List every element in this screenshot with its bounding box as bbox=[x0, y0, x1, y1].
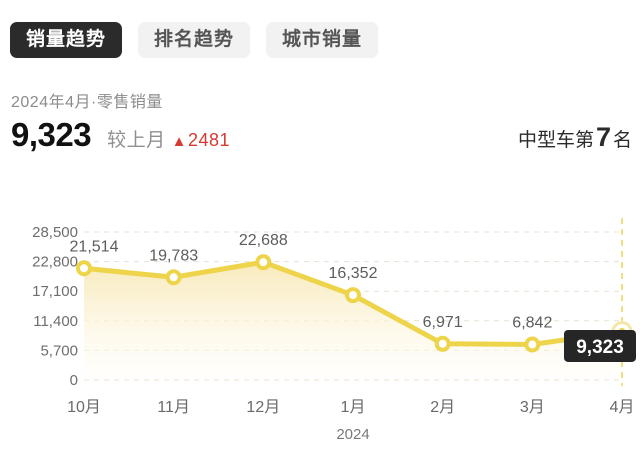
x-axis-year-label: 2024 bbox=[336, 426, 369, 443]
tab-city-sales-label: 城市销量 bbox=[282, 29, 363, 50]
data-point[interactable] bbox=[165, 269, 182, 286]
x-tick-label: 12月 bbox=[246, 399, 280, 416]
data-point[interactable] bbox=[255, 254, 272, 271]
data-point[interactable] bbox=[76, 260, 92, 277]
tab-sales-trend[interactable]: 销量趋势 bbox=[10, 22, 123, 58]
data-point[interactable] bbox=[345, 287, 361, 304]
summary-value: 9,323 bbox=[11, 116, 92, 153]
data-point-label: 16,352 bbox=[329, 265, 378, 282]
chart-x-axis: 10月 11月 12月 1月 2024 2月 3月 4月 bbox=[67, 399, 634, 443]
x-tick-label: 2月 bbox=[430, 399, 455, 416]
data-point-label: 21,514 bbox=[70, 238, 119, 255]
rank-prefix: 中型车第 bbox=[517, 130, 594, 151]
chart-data-labels: 21,514 19,783 22,688 16,352 6,971 6,842 bbox=[70, 232, 553, 331]
data-point-label: 19,783 bbox=[149, 247, 198, 264]
tab-city-sales[interactable]: 城市销量 bbox=[266, 22, 379, 58]
sales-trend-chart[interactable]: 28,500 22,800 17,100 11,400 5,700 0 21,514 19,… bbox=[0, 215, 640, 471]
x-tick-label: 11月 bbox=[157, 399, 190, 416]
tab-rank-trend[interactable]: 排名趋势 bbox=[138, 22, 251, 58]
rank-badge: 中型车第7 名 bbox=[518, 124, 632, 151]
tab-sales-trend-label: 销量趋势 bbox=[26, 29, 107, 50]
tooltip-value: 9,323 bbox=[576, 337, 624, 358]
y-tick-label: 0 bbox=[70, 372, 78, 389]
summary-delta-value: 2481 bbox=[187, 130, 231, 150]
y-tick-label: 28,500 bbox=[32, 224, 78, 241]
chart-canvas[interactable]: 28,500 22,800 17,100 11,400 5,700 0 21,514 19,… bbox=[0, 215, 640, 471]
y-tick-label: 17,100 bbox=[32, 283, 78, 300]
chart-area-fill bbox=[84, 262, 622, 380]
chart-y-axis: 28,500 22,800 17,100 11,400 5,700 0 bbox=[32, 224, 78, 389]
data-point-label: 6,842 bbox=[512, 314, 552, 331]
y-tick-label: 11,400 bbox=[33, 313, 78, 330]
rank-suffix: 名 bbox=[612, 130, 632, 151]
arrow-up-icon: ▲ bbox=[171, 133, 187, 150]
x-tick-label: 1月 bbox=[341, 399, 366, 416]
x-tick-label: 10月 bbox=[67, 399, 101, 416]
rank-number: 7 bbox=[595, 122, 611, 152]
tab-rank-trend-label: 排名趋势 bbox=[154, 29, 235, 50]
data-point-label: 6,971 bbox=[423, 314, 463, 331]
chart-tooltip: 9,323 bbox=[564, 329, 636, 362]
summary-delta: 较上月 ▲2481 bbox=[107, 131, 230, 150]
data-point[interactable] bbox=[524, 336, 541, 353]
summary-row: 9,323 较上月 ▲2481 中型车第7 名 bbox=[11, 118, 632, 158]
y-tick-label: 5,700 bbox=[40, 342, 78, 359]
data-point[interactable] bbox=[434, 335, 451, 352]
y-tick-label: 22,800 bbox=[32, 254, 78, 271]
x-tick-label: 3月 bbox=[520, 399, 545, 416]
summary-delta-label: 较上月 bbox=[107, 130, 166, 151]
summary-subtitle: 2024年4月·零售销量 bbox=[11, 94, 163, 111]
x-tick-label: 4月 bbox=[610, 399, 635, 416]
data-point-label: 22,688 bbox=[239, 232, 288, 249]
tab-bar: 销量趋势 排名趋势 城市销量 bbox=[10, 22, 379, 58]
